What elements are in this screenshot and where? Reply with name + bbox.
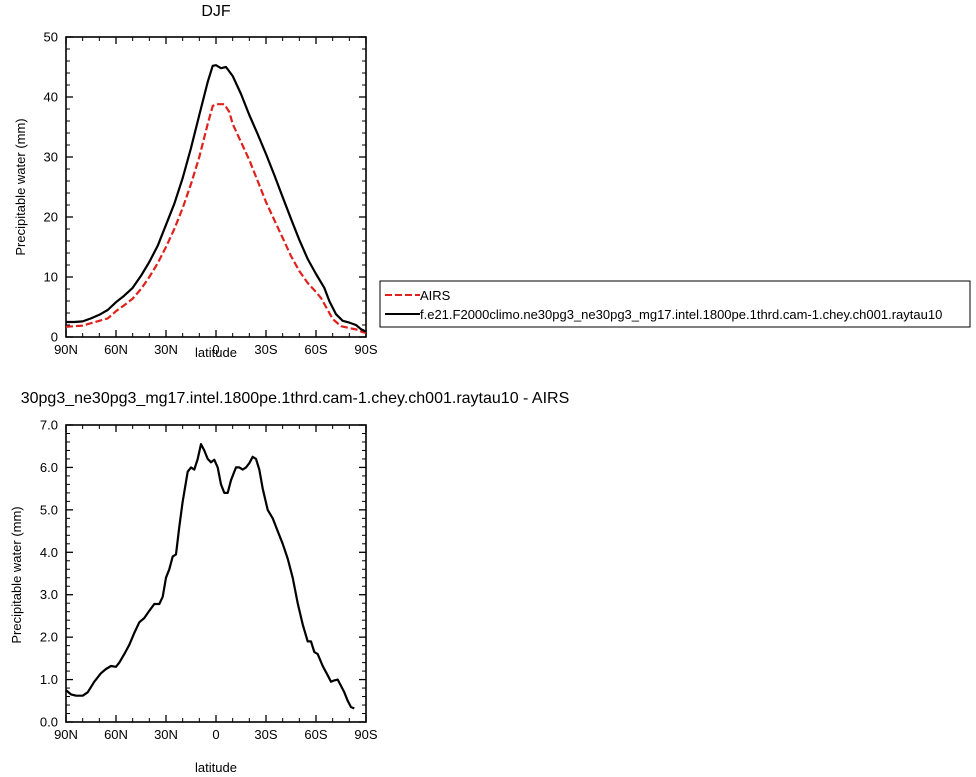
bottom-y-tick-label: 3.0: [40, 587, 58, 602]
bottom-series-line-0: [65, 443, 355, 710]
bottom-x-tick-label: 30N: [154, 727, 178, 742]
bottom-y-tick-label: 4.0: [40, 545, 58, 560]
bottom-panel: 30pg3_ne30pg3_mg17.intel.1800pe.1thrd.ca…: [9, 390, 569, 775]
bottom-x-axis-title: latitude: [195, 760, 237, 775]
bottom-y-tick-label: 1.0: [40, 672, 58, 687]
bottom-y-tick-label: 5.0: [40, 502, 58, 517]
legend-entry-airs: AIRS: [385, 288, 451, 303]
bottom-x-tick-label: 30S: [254, 727, 277, 742]
top-y-tick-label: 10: [44, 270, 58, 285]
top-panel: DJF 90N 60N 30N 0 30S 60S 90S 0 10 20 30 40 50 latit…: [13, 3, 378, 360]
bottom-y-axis-title: Precipitable water (mm): [9, 506, 24, 643]
top-x-tick-label: 60N: [104, 342, 128, 357]
bottom-x-tick-label: 90S: [354, 727, 377, 742]
top-x-tick-label: 90N: [54, 342, 78, 357]
top-y-tick-label: 50: [44, 30, 58, 45]
top-y-tick-label: 20: [44, 210, 58, 225]
top-series-line-1: [66, 64, 367, 333]
top-x-tick-label: 90S: [354, 342, 377, 357]
top-plot-area: 90N 60N 30N 0 30S 60S 90S 0 10 20 30 40 50: [44, 30, 378, 358]
top-x-tick-label: 0: [212, 342, 219, 357]
top-y-axis-title: Precipitable water (mm): [13, 118, 28, 255]
bottom-plot-area: 90N 60N 30N 0 30S 60S 90S 0.0 1.0 2.0 3.0 4.0 5.0 6.0…: [40, 418, 378, 743]
top-x-tick-label: 60S: [304, 342, 327, 357]
legend-label-model: f.e21.F2000climo.ne30pg3_ne30pg3_mg17.in…: [420, 307, 942, 322]
top-y-tick-label: 0: [51, 330, 58, 345]
top-x-tick-label: 30S: [254, 342, 277, 357]
bottom-y-tick-label: 0.0: [40, 715, 58, 730]
legend-box: [379, 280, 971, 328]
bottom-plot-frame: [65, 424, 367, 723]
bottom-y-tick-label: 6.0: [40, 460, 58, 475]
top-x-axis-title: latitude: [195, 345, 237, 360]
top-x-tick-label: 30N: [154, 342, 178, 357]
bottom-x-tick-label: 0: [212, 727, 219, 742]
top-plot-frame: [65, 36, 367, 338]
legend-entry-model: f.e21.F2000climo.ne30pg3_ne30pg3_mg17.in…: [385, 307, 942, 322]
legend-label-airs: AIRS: [420, 288, 451, 303]
top-y-tick-label: 40: [44, 90, 58, 105]
legend: AIRS f.e21.F2000climo.ne30pg3_ne30pg3_mg…: [379, 280, 971, 328]
top-chart-title: DJF: [201, 3, 231, 20]
bottom-chart-title: 30pg3_ne30pg3_mg17.intel.1800pe.1thrd.ca…: [21, 390, 570, 407]
bottom-x-tick-label: 90N: [54, 727, 78, 742]
bottom-y-tick-label: 2.0: [40, 630, 58, 645]
bottom-x-tick-label: 60S: [304, 727, 327, 742]
top-series-line-0: [65, 103, 367, 334]
bottom-x-tick-label: 60N: [104, 727, 128, 742]
bottom-y-tick-label: 7.0: [40, 418, 58, 433]
top-y-tick-label: 30: [44, 150, 58, 165]
